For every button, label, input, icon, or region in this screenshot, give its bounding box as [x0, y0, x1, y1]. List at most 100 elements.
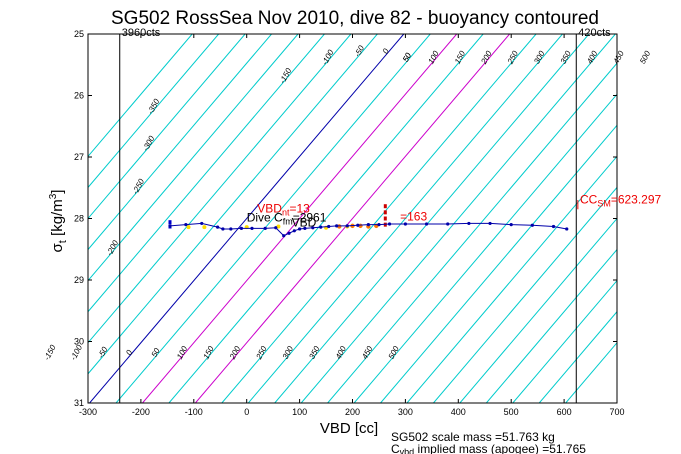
- contour-line: [538, 310, 617, 403]
- series-point: [565, 227, 569, 231]
- contour-line: [88, 34, 378, 375]
- contour-label: 300: [532, 49, 546, 65]
- annotation: VBD: [292, 215, 317, 229]
- series-point: [356, 223, 360, 227]
- contour-line: [142, 34, 458, 403]
- blue-point: [168, 220, 172, 225]
- contour-label: 0: [381, 47, 391, 56]
- contour-lines: [88, 34, 617, 403]
- contour-line: [274, 34, 590, 403]
- contour-label: 400: [585, 49, 599, 65]
- red-point: [383, 216, 387, 221]
- contour-label: 350: [307, 344, 321, 360]
- contour-line: [247, 34, 563, 403]
- series-point: [263, 226, 267, 230]
- yellow-point: [186, 225, 191, 230]
- contour-line: [433, 186, 617, 403]
- contour-label: 250: [254, 344, 269, 361]
- x-tick-label: 100: [292, 407, 307, 417]
- series-point: [216, 225, 220, 229]
- contour-label: 500: [387, 344, 401, 360]
- contour-line: [565, 341, 617, 403]
- series-point: [184, 223, 188, 227]
- contour-label: 450: [612, 49, 626, 65]
- contour-line: [221, 34, 537, 403]
- contour-label: 250: [505, 49, 520, 66]
- contour-line: [115, 34, 431, 403]
- contour-line: [380, 124, 617, 403]
- contour-line: [88, 34, 325, 313]
- footer-text: SG502 scale mass =51.763 kg Cvbd implied…: [391, 430, 586, 454]
- series-point: [446, 222, 450, 226]
- y-tick-label: 29: [74, 275, 84, 285]
- x-tick-label: 0: [244, 407, 249, 417]
- contour-line: [195, 34, 510, 403]
- x-tick-label: 400: [451, 407, 466, 417]
- contour-label: -250: [131, 177, 147, 196]
- contour-label: -300: [141, 134, 157, 153]
- x-tick-label: -200: [132, 407, 150, 417]
- x-tick-label: 300: [398, 407, 413, 417]
- y-axis-label: σt [kg/m3]: [48, 190, 69, 253]
- y-tick-label: 25: [74, 29, 84, 39]
- reference-line-label: 420cts: [578, 27, 611, 39]
- contour-label: 50: [150, 346, 162, 359]
- series-point: [345, 224, 349, 228]
- series-point: [292, 229, 296, 233]
- x-axis-label: VBD [cc]: [320, 420, 378, 437]
- y-tick-label: 31: [74, 398, 84, 408]
- series-point: [551, 224, 556, 229]
- red-point: [383, 204, 387, 209]
- contour-label: 150: [202, 344, 216, 360]
- contour-label: -100: [320, 48, 336, 67]
- contour-label: -50: [353, 44, 367, 59]
- contour-line: [406, 155, 617, 403]
- series-point: [403, 222, 407, 226]
- series-point: [200, 221, 204, 226]
- contour-label: -50: [96, 345, 110, 360]
- x-tick-label: 700: [609, 407, 624, 417]
- contour-line: [459, 217, 617, 403]
- series-point: [168, 224, 172, 228]
- y-tick-label: 30: [74, 337, 84, 347]
- series-point: [327, 224, 331, 229]
- series-point: [509, 223, 513, 227]
- x-tick-label: 200: [345, 407, 360, 417]
- contour-label: 500: [638, 49, 652, 65]
- series-point: [303, 226, 307, 230]
- x-tick-label: -300: [79, 407, 97, 417]
- annotation: Dive Cfm=2961: [247, 211, 327, 227]
- contour-label: -150: [42, 343, 58, 362]
- contour-line: [89, 34, 405, 403]
- contour-line: [512, 279, 617, 403]
- chart-title: SG502 RossSea Nov 2010, dive 82 - buoyan…: [111, 8, 599, 29]
- series-point: [282, 234, 286, 238]
- y-tick-label: 27: [74, 152, 84, 162]
- series-point: [274, 226, 278, 230]
- series-point: [335, 224, 339, 228]
- x-tick-label: 600: [557, 407, 572, 417]
- x-tick-label: 500: [504, 407, 519, 417]
- contour-label: 100: [175, 344, 189, 360]
- contour-line: [327, 62, 617, 403]
- yellow-point: [276, 224, 281, 229]
- series-point: [366, 223, 370, 227]
- footer-implied-mass: Cvbd implied mass (apogee) =51.765: [391, 442, 586, 454]
- series-point: [239, 226, 244, 230]
- contour-line: [168, 34, 484, 403]
- series-point: [488, 221, 492, 226]
- contour-label: 400: [334, 344, 348, 360]
- series-point: [387, 222, 392, 226]
- contour-label: 300: [281, 344, 295, 360]
- series-point: [424, 222, 429, 226]
- contour-label: -350: [146, 97, 162, 116]
- contour-line: [88, 34, 299, 282]
- contour-label: 100: [426, 49, 440, 65]
- yellow-point: [202, 225, 207, 230]
- contour-line: [88, 34, 220, 189]
- annotation: VBDnt=13: [257, 201, 310, 217]
- contour-label: -200: [105, 238, 121, 257]
- series-point: [221, 227, 225, 231]
- contour-label: 200: [227, 344, 242, 361]
